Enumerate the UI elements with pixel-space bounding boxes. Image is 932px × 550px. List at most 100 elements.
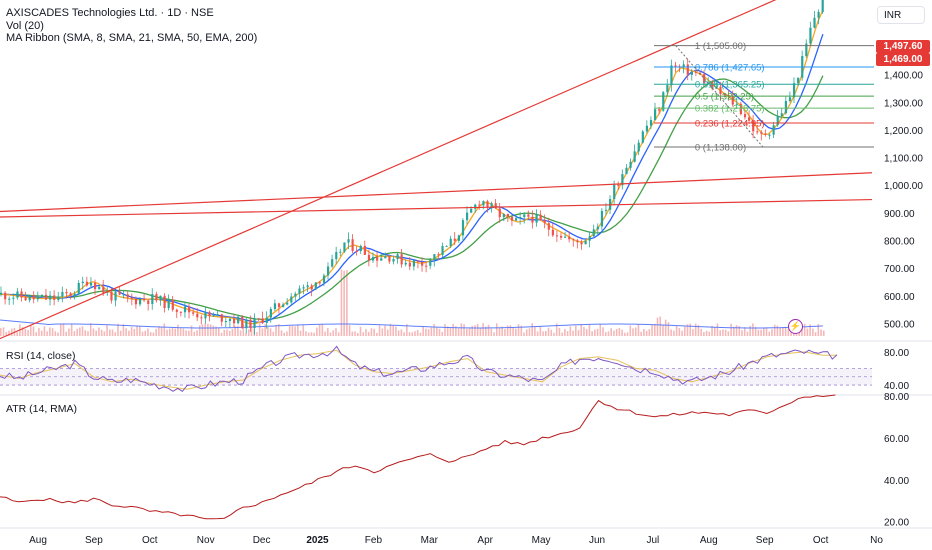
candle-body xyxy=(241,316,244,329)
volume-bar xyxy=(373,328,375,336)
volume-bar xyxy=(73,331,76,336)
time-tick-label: Dec xyxy=(253,535,271,546)
volume-bar xyxy=(741,330,743,336)
volume-bar xyxy=(501,326,503,336)
time-tick-label: Nov xyxy=(197,535,215,546)
volume-bar xyxy=(209,324,212,336)
volume-bar xyxy=(648,329,651,336)
candle-body xyxy=(506,213,510,217)
candle-body xyxy=(57,296,60,300)
candle-body xyxy=(204,312,207,319)
volume-bar xyxy=(397,330,400,336)
volume-bar xyxy=(117,323,119,336)
candle-body xyxy=(547,223,550,230)
candle-body xyxy=(813,17,816,28)
volume-bar xyxy=(291,326,294,336)
candle-body xyxy=(61,291,64,297)
volume-bar xyxy=(550,329,553,336)
candle-body xyxy=(200,317,203,319)
volume-bar xyxy=(784,326,787,336)
last-price-tag: 1,497.60 xyxy=(876,40,930,53)
atr-tick-label: 60.00 xyxy=(884,434,909,445)
candle-body xyxy=(690,71,693,75)
volume-bar xyxy=(147,328,149,336)
volume-bar xyxy=(558,327,561,336)
candle-body xyxy=(756,131,759,133)
volume-bar xyxy=(250,327,253,336)
volume-bar xyxy=(128,330,130,336)
candle-body xyxy=(674,65,677,67)
volume-bar xyxy=(749,325,751,336)
candle-body xyxy=(183,306,187,313)
candle-body xyxy=(437,254,440,256)
volume-bar xyxy=(708,331,711,336)
candle-body xyxy=(449,238,452,246)
candle-body xyxy=(359,245,362,252)
volume-bar xyxy=(188,330,190,336)
volume-bar xyxy=(787,329,790,336)
volume-legend: Vol (20) xyxy=(6,20,44,32)
candle-body xyxy=(764,133,767,135)
volume-bar xyxy=(490,328,493,336)
volume-bar xyxy=(613,330,615,336)
volume-bar xyxy=(302,324,305,336)
candle-body xyxy=(711,82,714,89)
volume-bar xyxy=(476,323,479,336)
candle-body xyxy=(416,260,420,263)
candle-body xyxy=(527,214,530,217)
volume-bar xyxy=(348,325,351,336)
candle-body xyxy=(433,254,436,260)
chart-title: AXISCADES Technologies Ltd. · 1D · NSE xyxy=(6,7,214,19)
candle-body xyxy=(282,304,285,308)
lightning-icon[interactable]: ⚡ xyxy=(788,319,803,334)
volume-bar xyxy=(35,332,38,336)
candle-body xyxy=(515,218,518,221)
candle-body xyxy=(441,246,444,255)
volume-bar xyxy=(356,332,359,336)
candle-body xyxy=(388,256,391,262)
candle-body xyxy=(265,317,268,323)
fib-level-label: 1 (1,505.00) xyxy=(695,41,746,52)
volume-bar xyxy=(54,331,57,336)
volume-bar xyxy=(803,323,806,336)
candle-body xyxy=(65,291,68,294)
volume-bar xyxy=(152,332,155,336)
volume-bar xyxy=(226,329,228,336)
volume-bar xyxy=(629,325,632,336)
volume-bar xyxy=(283,332,285,336)
volume-bar xyxy=(713,327,716,336)
volume-bar xyxy=(645,330,648,336)
volume-bar xyxy=(376,332,378,336)
volume-bar xyxy=(59,323,62,336)
candle-body xyxy=(371,256,375,261)
rsi-tick-label: 80.00 xyxy=(884,348,909,359)
volume-bar xyxy=(588,324,591,336)
candle-body xyxy=(363,245,366,255)
volume-bar xyxy=(228,330,231,336)
candle-body xyxy=(703,74,706,84)
candle-body xyxy=(494,203,497,209)
candle-body xyxy=(130,297,133,299)
volume-bar xyxy=(10,328,13,336)
volume-bar xyxy=(555,323,558,336)
trendline xyxy=(0,172,873,213)
candle-body xyxy=(519,217,522,219)
volume-bar xyxy=(416,329,419,336)
volume-bar xyxy=(29,325,32,336)
candle-body xyxy=(24,297,27,301)
candle-body xyxy=(568,236,571,240)
volume-bar xyxy=(817,324,820,336)
volume-bar xyxy=(286,331,288,336)
currency-button[interactable]: INR xyxy=(877,6,925,24)
candle-body xyxy=(273,303,277,309)
volume-bar xyxy=(602,327,604,336)
volume-bar xyxy=(572,330,574,336)
candle-body xyxy=(192,312,195,314)
volume-bar xyxy=(542,331,544,336)
candle-body xyxy=(743,114,747,118)
time-tick-label: Jun xyxy=(589,535,605,546)
candle-body xyxy=(310,285,313,290)
volume-bar xyxy=(76,328,78,336)
time-tick-label: Aug xyxy=(700,535,718,546)
candle-body xyxy=(49,295,52,300)
